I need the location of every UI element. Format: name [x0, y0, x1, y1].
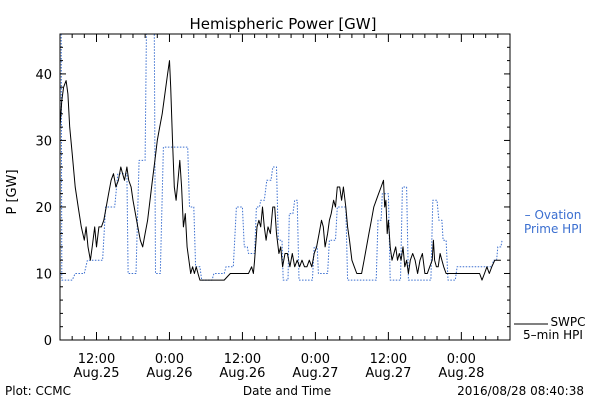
x-tick-label-time: 0:00: [301, 352, 330, 367]
x-tick-label-time: 0:00: [155, 352, 184, 367]
legend-swpc-line1: SWPC: [550, 315, 585, 329]
x-tick-label-date: Aug.27: [365, 366, 411, 381]
series-layer: [59, 33, 503, 281]
x-axis-label: Date and Time: [243, 384, 331, 398]
footer-timestamp: 2016/08/28 08:40:38: [457, 384, 584, 398]
x-tick-label-date: Aug.27: [292, 366, 338, 381]
swpc-hpi-line: [59, 60, 501, 281]
x-tick-label-time: 12:00: [78, 352, 115, 367]
x-tick-label-date: Aug.25: [73, 366, 119, 381]
legend-ovation-line1: – Ovation: [525, 208, 582, 222]
x-tick-label-date: Aug.26: [146, 366, 192, 381]
legend-swpc-line2: 5–min HPI: [523, 328, 583, 342]
x-tick-label-date: Aug.26: [219, 366, 265, 381]
y-ticks: 0 10 20 30 40: [35, 33, 510, 349]
y-tick-label: 10: [35, 267, 52, 282]
legend: – Ovation Prime HPI SWPC 5–min HPI: [514, 208, 586, 342]
ovation-prime-hpi-line: [60, 33, 503, 281]
x-tick-label-date: Aug.28: [438, 366, 484, 381]
plot-frame: [59, 33, 511, 341]
x-tick-label-time: 12:00: [224, 352, 261, 367]
y-tick-label: 30: [35, 134, 52, 149]
y-tick-label: 0: [44, 334, 52, 349]
y-tick-label: 20: [35, 201, 52, 216]
y-tick-label: 40: [35, 68, 52, 83]
y-axis-label: P [GW]: [5, 169, 20, 214]
legend-ovation-line2: Prime HPI: [524, 222, 582, 236]
x-tick-label-time: 12:00: [370, 352, 407, 367]
x-tick-label-time: 0:00: [447, 352, 476, 367]
footer-source: Plot: CCMC: [5, 384, 71, 398]
chart-title: Hemispheric Power [GW]: [190, 15, 377, 33]
x-ticks: 12:00Aug.250:00Aug.2612:00Aug.260:00Aug.…: [71, 34, 499, 381]
